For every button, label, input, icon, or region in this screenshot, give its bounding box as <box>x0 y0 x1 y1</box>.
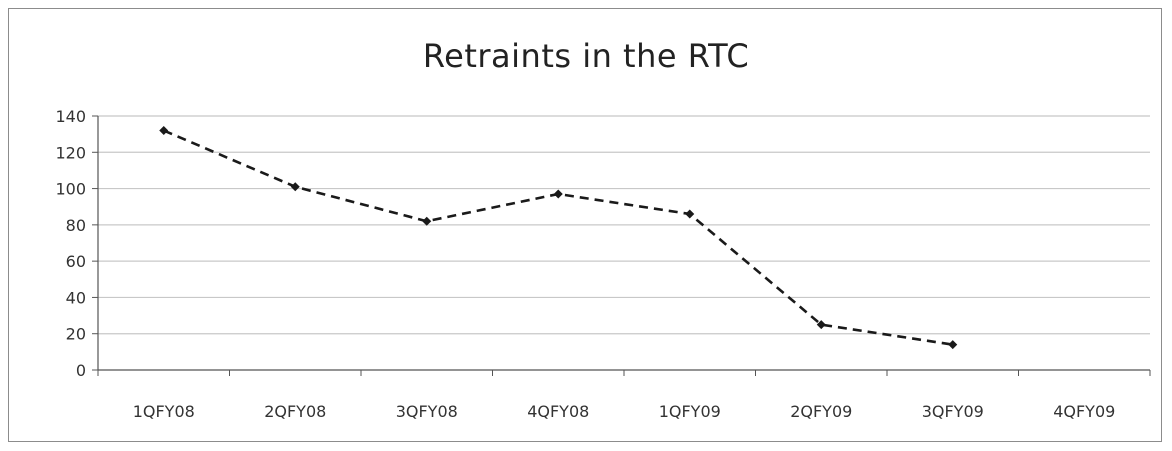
y-tick-label: 100 <box>55 180 86 199</box>
x-tick-label: 3QFY09 <box>922 402 984 421</box>
data-point <box>290 182 300 192</box>
chart-title: Retraints in the RTC <box>422 37 750 75</box>
x-tick-label: 2QFY08 <box>264 402 326 421</box>
x-tick-label: 2QFY09 <box>790 402 852 421</box>
data-point <box>948 340 958 350</box>
data-point <box>816 320 826 330</box>
data-point <box>422 216 432 226</box>
series-line <box>159 126 958 350</box>
x-tick-label: 1QFY09 <box>659 402 721 421</box>
y-tick-label: 20 <box>66 325 86 344</box>
gridlines <box>98 115 1150 335</box>
x-tick-label: 1QFY08 <box>133 402 195 421</box>
y-tick-label: 0 <box>76 361 86 380</box>
axes <box>92 115 1151 376</box>
y-tick-labels: 0 20 40 60 80 100 120 140 <box>55 107 86 380</box>
y-tick-label: 80 <box>66 216 86 235</box>
x-tick-label: 3QFY08 <box>396 402 458 421</box>
data-point <box>159 126 169 136</box>
x-tick-labels: 1QFY08 2QFY08 3QFY08 4QFY08 1QFY09 2QFY09 3QFY… <box>133 402 1116 421</box>
y-tick-label: 140 <box>55 107 86 126</box>
y-tick-label: 40 <box>66 288 86 307</box>
y-tick-label: 120 <box>55 143 86 162</box>
series-polyline <box>163 129 953 346</box>
x-tick-label: 4QFY09 <box>1053 402 1115 421</box>
y-tick-label: 60 <box>66 252 86 271</box>
x-tick-label: 4QFY08 <box>527 402 589 421</box>
data-point <box>553 189 563 199</box>
data-point <box>685 209 695 219</box>
